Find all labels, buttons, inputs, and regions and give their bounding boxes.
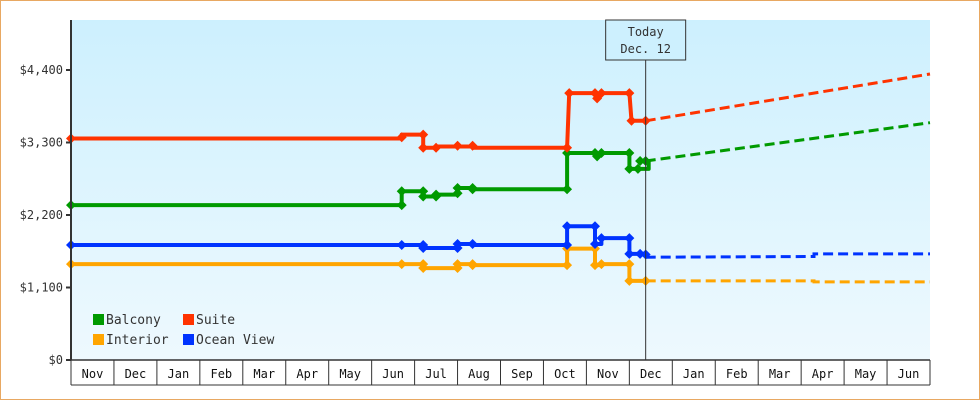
month-label: Dec — [125, 367, 147, 381]
y-tick-label: $4,400 — [20, 63, 63, 77]
month-label: Jun — [382, 367, 404, 381]
series-layer — [66, 72, 931, 286]
series-ocean-view — [66, 221, 930, 260]
data-point-marker[interactable] — [589, 260, 600, 271]
data-point-marker[interactable] — [396, 186, 407, 197]
legend-item-ocean-view[interactable]: Ocean View — [183, 333, 274, 348]
month-label: Jun — [898, 367, 920, 381]
data-point-marker[interactable] — [452, 140, 463, 151]
y-tick-label: $1,100 — [20, 281, 63, 295]
data-point-marker[interactable] — [562, 142, 573, 153]
data-point-marker[interactable] — [596, 259, 607, 270]
legend-item-interior[interactable]: Interior — [93, 333, 169, 348]
month-label: Apr — [296, 367, 318, 381]
data-point-marker[interactable] — [624, 233, 635, 244]
data-point-marker[interactable] — [589, 239, 600, 249]
y-tick-label: $0 — [49, 353, 63, 367]
data-point-marker[interactable] — [418, 242, 429, 253]
legend-label: Balcony — [106, 313, 161, 328]
data-point-marker[interactable] — [452, 188, 463, 199]
legend-label: Suite — [196, 313, 235, 328]
y-tick-label: $3,300 — [20, 136, 63, 150]
data-point-marker[interactable] — [418, 142, 429, 153]
legend-label: Interior — [106, 333, 169, 348]
data-point-marker[interactable] — [624, 148, 635, 159]
month-label: Nov — [82, 367, 104, 381]
month-label: Feb — [726, 367, 748, 381]
month-label: Nov — [597, 367, 619, 381]
data-point-marker[interactable] — [396, 200, 407, 211]
month-label: Feb — [210, 367, 232, 381]
month-label: Jul — [425, 367, 447, 381]
legend-swatch — [183, 334, 194, 345]
data-point-marker[interactable] — [396, 132, 407, 143]
y-tick-label: $2,200 — [20, 208, 63, 222]
data-point-marker[interactable] — [624, 88, 635, 99]
legend-swatch — [183, 314, 194, 325]
data-point-marker[interactable] — [562, 221, 573, 232]
data-point-marker[interactable] — [418, 191, 429, 202]
series-interior — [66, 243, 930, 286]
data-point-marker[interactable] — [624, 248, 635, 259]
month-label: Dec — [640, 367, 662, 381]
data-point-marker[interactable] — [589, 221, 600, 232]
data-point-marker[interactable] — [452, 182, 463, 193]
data-point-marker[interactable] — [632, 163, 643, 174]
projection-line — [645, 279, 930, 284]
data-point-marker[interactable] — [418, 186, 429, 197]
projection-line — [645, 121, 931, 163]
month-label: Sep — [511, 367, 533, 381]
data-point-marker[interactable] — [562, 148, 573, 159]
data-point-marker[interactable] — [431, 142, 442, 153]
data-point-marker[interactable] — [624, 259, 635, 270]
data-point-marker[interactable] — [467, 140, 478, 151]
legend-swatch — [93, 334, 104, 345]
series-balcony — [66, 121, 931, 211]
data-point-marker[interactable] — [452, 259, 463, 270]
month-label: Aug — [468, 367, 490, 381]
projection-line — [645, 72, 931, 123]
data-point-marker[interactable] — [452, 239, 463, 249]
month-label: Jan — [683, 367, 705, 381]
today-date: Dec. 12 — [620, 42, 671, 56]
data-point-marker[interactable] — [596, 148, 607, 159]
series-suite — [66, 72, 931, 153]
month-label: May — [855, 367, 877, 381]
today-box — [605, 19, 687, 61]
axes: $0 $1,100 $2,200 $3,300 $4,400 Nov Dec Jan Feb Ma… — [20, 20, 931, 386]
month-label: Mar — [769, 367, 791, 381]
today-label: Today — [628, 25, 664, 39]
data-point-marker[interactable] — [418, 263, 429, 274]
data-point-marker[interactable] — [467, 239, 478, 249]
data-point-marker[interactable] — [431, 189, 442, 200]
data-point-marker[interactable] — [624, 163, 635, 174]
month-label: Oct — [554, 367, 576, 381]
today-marker: Today Dec. 12 — [605, 19, 687, 360]
data-point-marker[interactable] — [564, 88, 575, 99]
legend-item-suite[interactable]: Suite — [183, 313, 235, 328]
data-point-marker[interactable] — [562, 260, 573, 271]
data-point-marker[interactable] — [396, 239, 407, 250]
data-point-marker[interactable] — [396, 259, 407, 270]
data-point-marker[interactable] — [562, 239, 573, 250]
month-label: Apr — [812, 367, 834, 381]
month-label: May — [339, 367, 361, 381]
legend-swatch — [93, 314, 104, 325]
legend-item-balcony[interactable]: Balcony — [93, 313, 161, 328]
data-point-marker[interactable] — [596, 88, 607, 99]
data-point-marker[interactable] — [467, 260, 478, 271]
data-point-marker[interactable] — [418, 129, 429, 140]
data-point-marker[interactable] — [562, 184, 573, 195]
data-point-marker[interactable] — [635, 155, 646, 166]
month-label: Mar — [253, 367, 275, 381]
data-point-marker[interactable] — [467, 184, 478, 195]
month-label: Jan — [168, 367, 190, 381]
legend-label: Ocean View — [196, 333, 274, 348]
projection-line — [645, 252, 930, 259]
data-point-marker[interactable] — [624, 275, 635, 286]
data-point-marker[interactable] — [626, 115, 637, 126]
legend: Balcony Suite Interior Ocean View — [93, 313, 274, 348]
data-point-marker[interactable] — [596, 233, 607, 244]
